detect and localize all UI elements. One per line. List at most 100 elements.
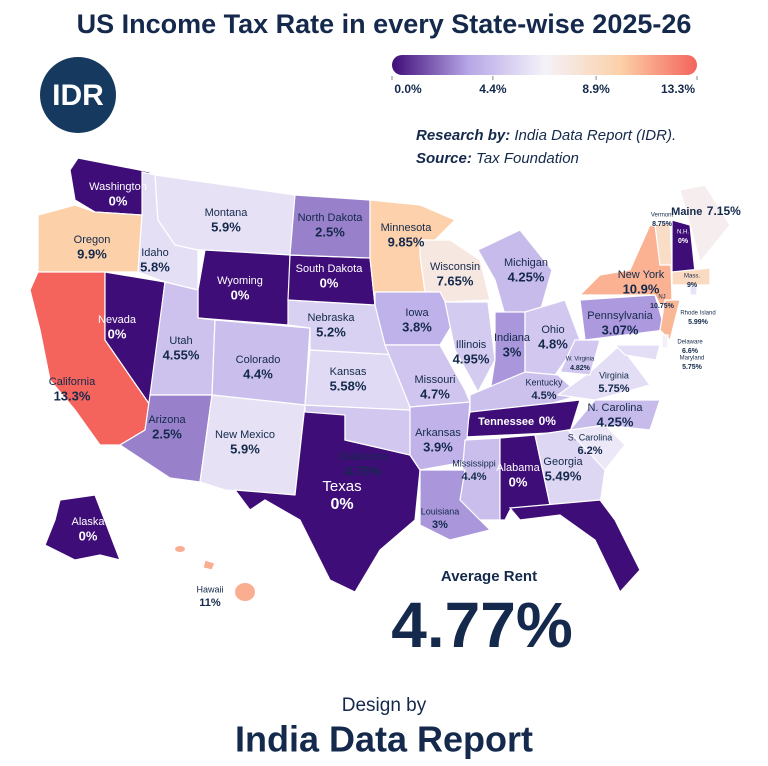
state-value: 4.8% [538, 336, 568, 351]
state-value: 5.9% [230, 441, 260, 456]
state-name: Mississippi [452, 458, 496, 468]
state-name: Indiana [494, 332, 531, 344]
state-name: Mass. [684, 274, 700, 280]
state-name: Maryland [680, 356, 705, 362]
state-name: Washington [89, 181, 147, 193]
state-name: Ohio [541, 324, 564, 336]
state-name: Illinois [456, 339, 487, 351]
map [29, 157, 731, 601]
average-value: 4.77% [391, 589, 572, 661]
state-label: Tennessee 0% [478, 413, 556, 430]
state [556, 344, 652, 401]
state-name: Montana [205, 207, 249, 219]
state-name: N. Carolina [587, 402, 643, 414]
state-value: 4.95% [453, 351, 490, 366]
state [689, 284, 698, 296]
state-value: 3.07% [602, 322, 639, 337]
state-value: 4.25% [508, 269, 545, 284]
state-value: 10.9% [623, 281, 660, 296]
state-value: 9.9% [77, 246, 107, 261]
title: US Income Tax Rate in every State-wise 2… [77, 9, 692, 39]
hawaii-island [235, 583, 255, 601]
state-value: 3% [503, 344, 522, 359]
state-value: 0% [79, 528, 98, 543]
state-label: Maine 7.15% [671, 203, 741, 220]
state-value: 0% [320, 275, 339, 290]
state-value: 0% [231, 287, 250, 302]
source: Source: Tax Foundation [416, 150, 579, 167]
state-name: Alabama [496, 462, 540, 474]
state-value: 3.8% [402, 319, 432, 334]
source-text: Tax Foundation [476, 150, 579, 167]
state-name: Vermont [651, 213, 674, 219]
state-name: Oklahoma [338, 451, 389, 463]
state-name: W. Virginia [566, 357, 595, 363]
state-name: Pennsylvania [587, 310, 653, 322]
state-name: Delaware [677, 340, 703, 346]
research-text: India Data Report (IDR). [514, 127, 676, 144]
state [419, 469, 492, 541]
state-name: Wisconsin [430, 261, 480, 273]
state-value: 0% [108, 326, 127, 341]
state-name: Utah [169, 335, 192, 347]
state-name: North Dakota [298, 212, 364, 224]
logo-circle [40, 57, 116, 133]
state [671, 267, 711, 286]
source-label: Source: [416, 150, 472, 167]
state-name: Idaho [141, 247, 169, 259]
state-name: Iowa [405, 307, 429, 319]
state-name: Michigan [504, 257, 548, 269]
state [419, 239, 491, 303]
state-value: 5.49% [545, 468, 582, 483]
state-name: Texas [322, 478, 361, 495]
state [444, 301, 496, 394]
colorbar-tick-label: 8.9% [582, 82, 610, 96]
state-value: 0% [109, 193, 128, 208]
state-value: 5.58% [330, 378, 367, 393]
state-name: Oregon [74, 234, 111, 246]
state [679, 184, 731, 264]
state-value: 4.4% [243, 366, 273, 381]
state-name: S. Carolina [568, 432, 613, 442]
state-name: NJ [658, 295, 665, 301]
state-name: South Dakota [296, 263, 364, 275]
state-value: 0% [678, 238, 689, 245]
state-name: Florida [643, 550, 678, 562]
state-value: 10.75% [650, 303, 675, 310]
colorbar-tick-label: 0.0% [394, 82, 422, 96]
state-value: 4.25% [597, 414, 634, 429]
state-name: Tennessee [478, 416, 534, 428]
state-name: Nevada [98, 314, 137, 326]
state-name: Rhode Island [680, 311, 715, 317]
state-value: 8.75% [652, 221, 673, 228]
state [409, 401, 471, 471]
state-value: 7.15% [707, 204, 741, 218]
design-by: Design by [342, 695, 427, 716]
state-value: 5.75% [682, 364, 703, 371]
state-value: 0% [539, 414, 557, 428]
state-name: Louisiana [421, 506, 460, 516]
state [661, 334, 669, 349]
state [197, 249, 291, 326]
state-value: 9.85% [388, 234, 425, 249]
state-name: New York [618, 269, 665, 281]
state [384, 344, 471, 408]
research: Research by: India Data Report (IDR). [416, 127, 676, 144]
state-name: Wyoming [217, 275, 263, 287]
colorbar-tick-label: 13.3% [661, 82, 695, 96]
state-value: 6.2% [577, 445, 602, 457]
state-value: 5.8% [140, 259, 170, 274]
state [44, 494, 121, 561]
state-name: Minnesota [381, 222, 433, 234]
state-value: 4.82% [570, 365, 591, 372]
state-value: 3.9% [423, 439, 453, 454]
research-label: Research by: [416, 127, 510, 144]
colorbar-tick-label: 4.4% [479, 82, 507, 96]
state-value: 0% [509, 474, 528, 489]
state [202, 559, 216, 571]
state-value: 2.5% [315, 224, 345, 239]
state-value: 4.75% [345, 463, 382, 478]
state-name: Missouri [415, 374, 456, 386]
state-name: Arizona [148, 414, 186, 426]
